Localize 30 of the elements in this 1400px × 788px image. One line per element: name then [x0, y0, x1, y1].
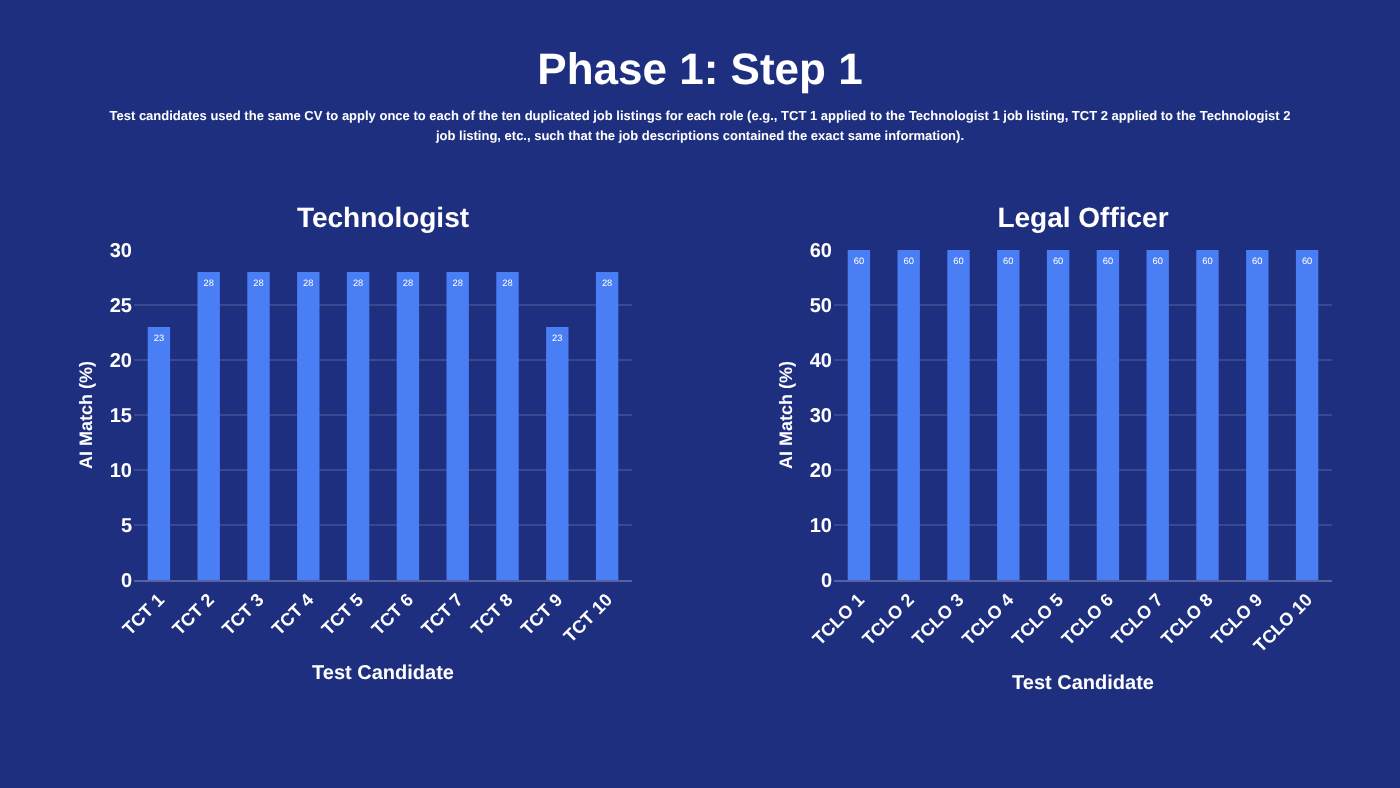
y-tick-label: 20 — [109, 351, 133, 373]
x-tick-label: TCT 7 — [417, 589, 467, 640]
x-tick-label: TCT 3 — [218, 589, 268, 640]
y-tick-label: 30 — [109, 241, 133, 263]
y-tick-label: 50 — [809, 296, 833, 318]
y-tick-label: 0 — [820, 571, 833, 593]
text: Phase 1: Step 1 — [535, 44, 865, 96]
chart-title: Legal Officer — [997, 201, 1170, 234]
x-tick-label: TCT 8 — [467, 589, 517, 640]
y-tick-label: 15 — [109, 406, 133, 428]
y-tick-label: 25 — [109, 296, 133, 318]
y-axis-title: AI Match (%) — [776, 360, 797, 469]
y-tick-label: 20 — [809, 461, 833, 483]
y-tick-label: 40 — [809, 351, 833, 373]
x-tick-label: TCT 6 — [367, 589, 418, 640]
x-tick-label: TCT 1 — [118, 589, 169, 640]
x-axis-title: Test Candidate — [1012, 673, 1155, 696]
y-axis-title: AI Match (%) — [76, 360, 97, 469]
x-tick-label: TCT 2 — [168, 589, 218, 640]
chart-title: Technologist — [296, 201, 470, 234]
x-axis-title: Test Candidate — [312, 663, 455, 686]
y-tick-label: 10 — [109, 461, 133, 483]
y-tick-label: 30 — [809, 406, 833, 428]
x-tick-label: TCT 4 — [267, 589, 318, 640]
y-tick-label: 5 — [120, 516, 133, 538]
y-tick-label: 60 — [809, 241, 833, 263]
y-tick-label: 10 — [809, 516, 833, 538]
y-tick-label: 0 — [120, 571, 133, 593]
x-tick-label: TCT 5 — [317, 589, 368, 640]
x-tick-label: TCT 10 — [559, 589, 617, 647]
